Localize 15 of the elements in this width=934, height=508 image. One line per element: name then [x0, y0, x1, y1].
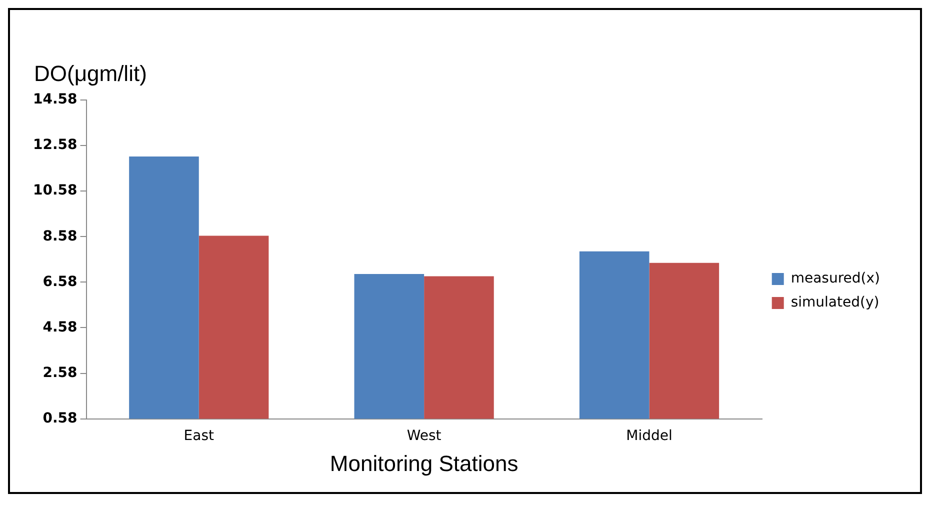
legend-label: simulated(y)	[790, 294, 880, 311]
x-tick-label: East	[184, 428, 214, 444]
x-tick-label: West	[406, 428, 442, 444]
y-tick-label: 12.58	[32, 137, 78, 154]
y-tick-label: 10.58	[32, 182, 78, 199]
x-axis-title: Monitoring Stations	[330, 450, 518, 476]
y-tick-label: 6.58	[42, 274, 78, 290]
x-tick-label: Middel	[626, 428, 672, 444]
y-tick-label: 14.58	[32, 92, 78, 108]
y-axis-title: DO(μgm/lit)	[34, 61, 147, 86]
legend-label: measured(x)	[790, 270, 880, 287]
y-tick-label: 4.58	[42, 319, 78, 336]
y-tick-label: 0.58	[42, 410, 78, 426]
y-tick-label: 8.58	[42, 228, 78, 244]
y-tick-label: 2.58	[42, 364, 78, 381]
